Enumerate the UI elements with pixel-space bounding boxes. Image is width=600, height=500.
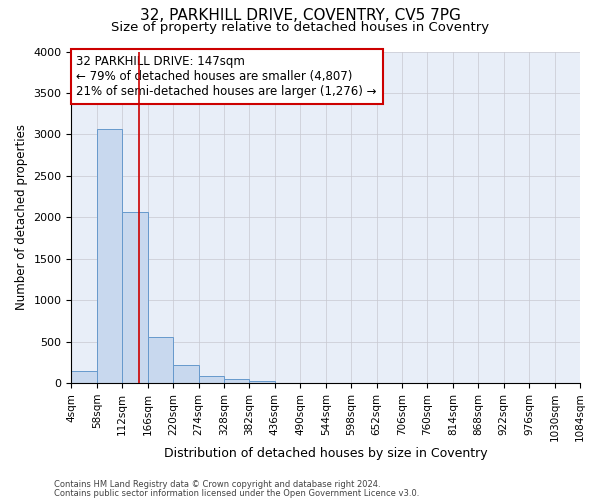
Bar [173,365,199,383]
X-axis label: Distribution of detached houses by size in Coventry: Distribution of detached houses by size … [164,447,488,460]
Bar [224,379,250,383]
Bar [148,336,173,383]
Text: Size of property relative to detached houses in Coventry: Size of property relative to detached ho… [111,21,489,34]
Bar [199,376,224,383]
Text: 32, PARKHILL DRIVE, COVENTRY, CV5 7PG: 32, PARKHILL DRIVE, COVENTRY, CV5 7PG [140,8,460,22]
Text: Contains public sector information licensed under the Open Government Licence v3: Contains public sector information licen… [54,488,419,498]
Bar [97,130,122,383]
Text: 32 PARKHILL DRIVE: 147sqm
← 79% of detached houses are smaller (4,807)
21% of se: 32 PARKHILL DRIVE: 147sqm ← 79% of detac… [76,55,377,98]
Y-axis label: Number of detached properties: Number of detached properties [15,124,28,310]
Text: Contains HM Land Registry data © Crown copyright and database right 2024.: Contains HM Land Registry data © Crown c… [54,480,380,489]
Bar [250,380,275,383]
Bar [122,212,148,383]
Bar [71,370,97,383]
